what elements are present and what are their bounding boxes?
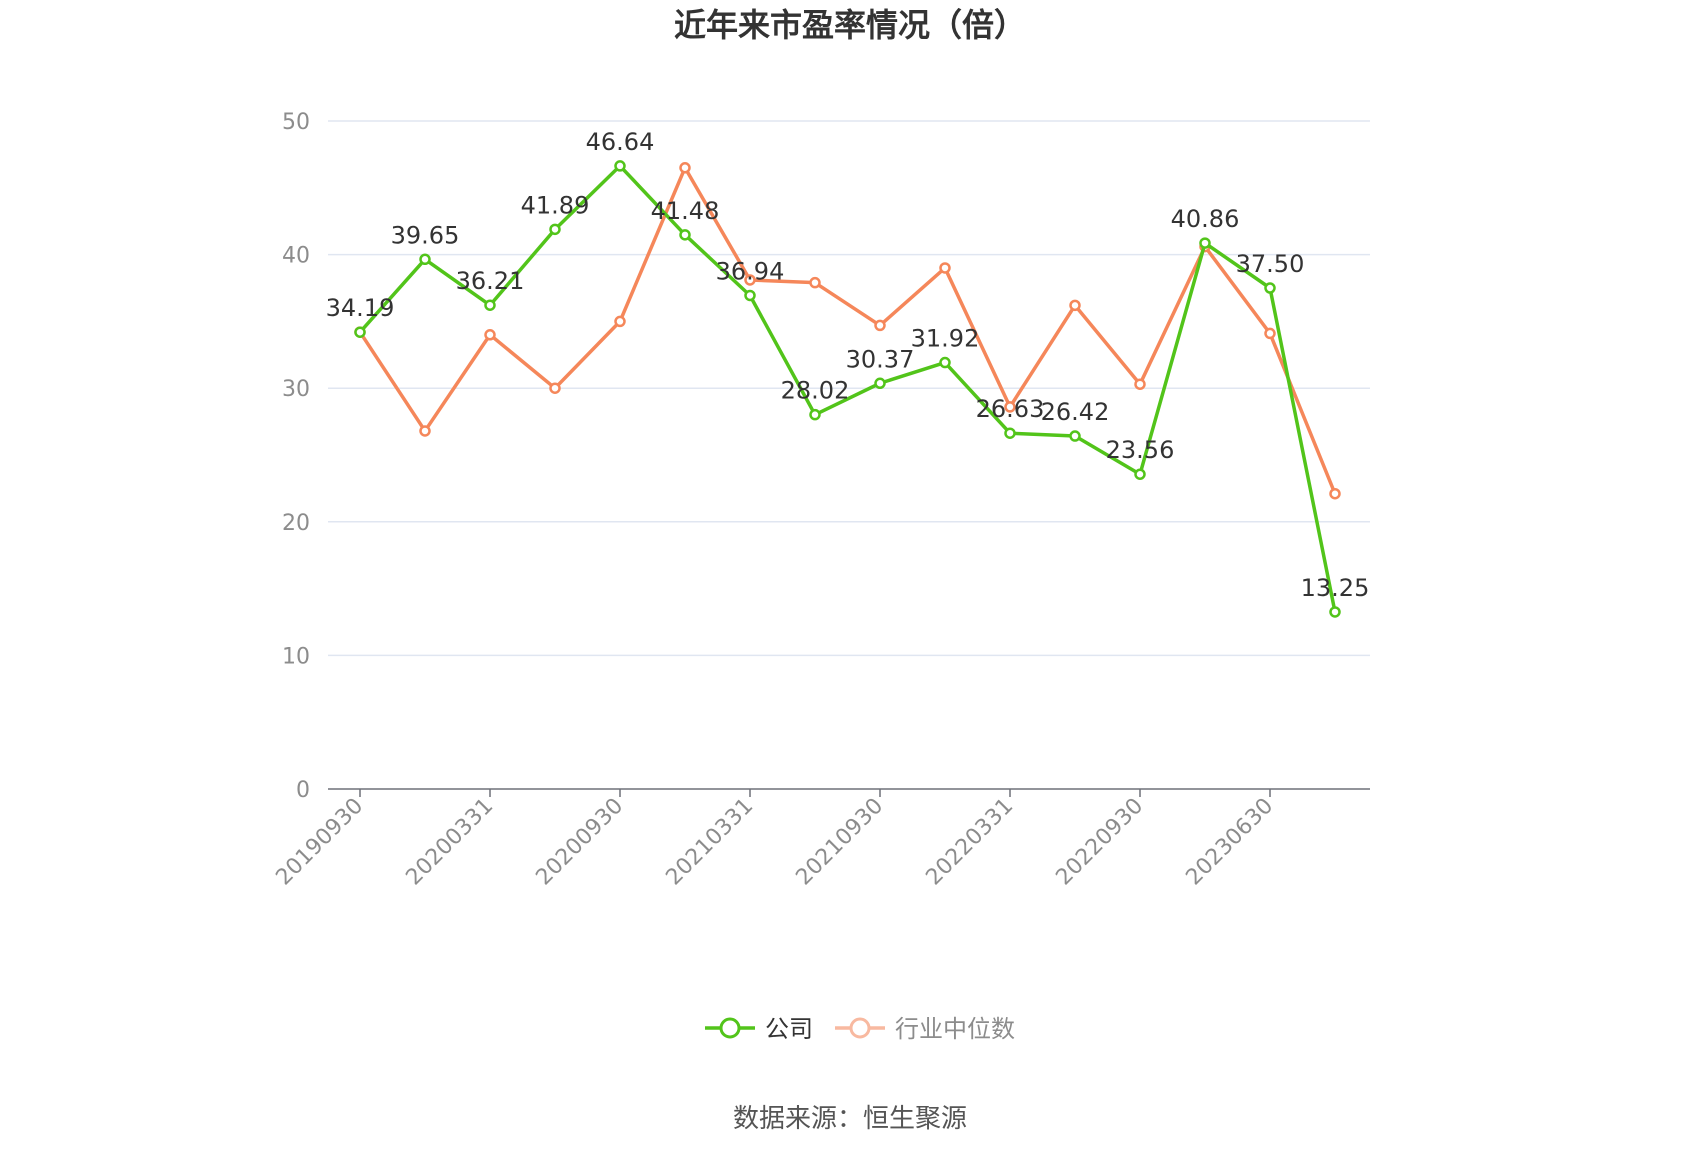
data-label: 26.63 (976, 395, 1045, 423)
y-axis: 0 10 20 30 40 50 (282, 110, 310, 803)
data-label: 28.02 (781, 377, 850, 405)
data-label: 46.64 (586, 128, 655, 156)
x-tick-label: 20200331 (401, 794, 498, 891)
y-tick-label: 0 (296, 778, 310, 803)
data-label: 13.25 (1301, 574, 1370, 602)
y-tick-label: 40 (282, 244, 310, 269)
data-label: 40.86 (1171, 205, 1240, 233)
data-point (1199, 237, 1211, 249)
legend-label: 公司 (765, 1015, 813, 1043)
data-point (679, 229, 691, 241)
series-line-industry (358, 166, 1337, 495)
legend-label: 行业中位数 (895, 1015, 1015, 1043)
legend-marker (719, 1017, 741, 1039)
data-point (1004, 427, 1016, 439)
data-label: 30.37 (846, 345, 915, 373)
data-point (1069, 299, 1081, 312)
data-label: 26.42 (1041, 398, 1110, 426)
data-point (614, 315, 626, 328)
data-point (679, 162, 691, 174)
data-point (744, 289, 756, 302)
data-point (939, 262, 951, 274)
grid-lines (328, 120, 1370, 657)
x-axis: 20190930 20200331 20200930 20210331 20210930… (271, 788, 1370, 891)
data-point (484, 299, 496, 311)
data-point (1134, 378, 1146, 390)
series-line-company (358, 164, 1337, 613)
data-point (549, 382, 561, 394)
x-tick-label: 20220331 (921, 794, 1018, 891)
data-point (1004, 401, 1016, 413)
data-point (1329, 606, 1341, 618)
y-tick-label: 10 (282, 644, 310, 669)
data-point (549, 223, 561, 236)
data-label: 34.19 (326, 294, 395, 322)
source-note: 数据来源：恒生聚源 (733, 1104, 967, 1134)
data-point (874, 319, 886, 332)
data-labels: 34.19 39.65 36.21 41.89 46.64 41.48 36.94 28.02… (326, 128, 1370, 602)
legend-item-company[interactable]: 公司 (705, 1015, 813, 1043)
data-point (1264, 282, 1276, 294)
data-point (939, 356, 951, 369)
legend-item-industry[interactable]: 行业中位数 (835, 1015, 1015, 1043)
x-tick-label: 20190930 (271, 794, 368, 891)
data-point (809, 408, 821, 421)
data-label: 36.21 (456, 267, 525, 295)
data-point (484, 329, 496, 341)
data-point (419, 253, 431, 266)
data-point (419, 425, 431, 437)
data-point (1069, 430, 1081, 442)
x-tick-label: 20210930 (791, 794, 888, 891)
data-point (874, 377, 886, 390)
legend[interactable]: 公司 行业中位数 (705, 1015, 1015, 1043)
data-label: 36.94 (716, 257, 785, 285)
y-tick-label: 50 (282, 110, 310, 135)
data-point (1264, 327, 1276, 340)
data-point (354, 326, 366, 338)
data-label: 39.65 (391, 221, 460, 249)
data-point (1329, 487, 1341, 500)
chart-title: 近年来市盈率情况（倍） (674, 6, 1026, 44)
series-lines (354, 160, 1341, 618)
x-tick-label: 20230630 (1181, 794, 1278, 891)
data-point (744, 274, 756, 286)
data-label: 37.50 (1236, 250, 1305, 278)
data-point (809, 276, 821, 289)
data-label: 41.89 (521, 191, 590, 219)
x-tick-label: 20200930 (531, 794, 628, 891)
x-tick-label: 20210331 (661, 794, 758, 891)
data-point (614, 160, 626, 172)
data-label: 41.48 (651, 197, 720, 225)
legend-marker (849, 1017, 871, 1039)
y-tick-label: 30 (282, 377, 310, 402)
data-point (1134, 468, 1146, 480)
data-label: 23.56 (1106, 436, 1175, 464)
x-tick-label: 20220930 (1051, 794, 1148, 891)
data-label: 31.92 (911, 325, 980, 353)
y-tick-label: 20 (282, 511, 310, 536)
